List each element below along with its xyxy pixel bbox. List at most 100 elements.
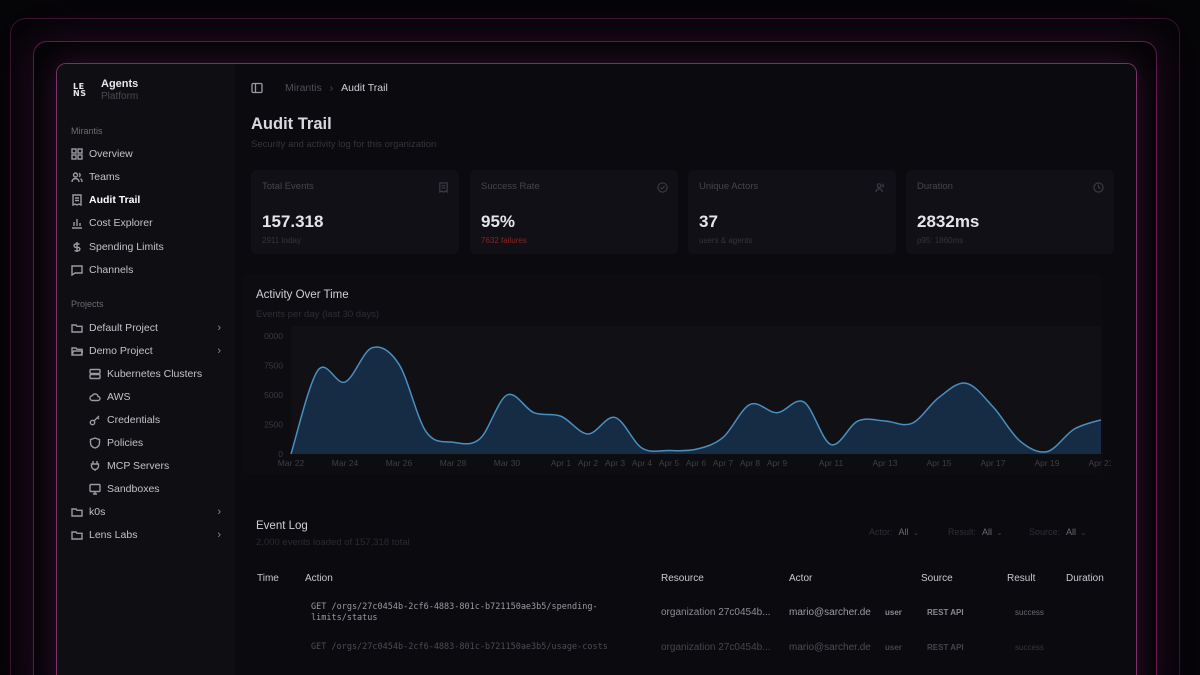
column-header-action[interactable]: Action	[305, 573, 333, 584]
column-header-source[interactable]: Source	[921, 573, 953, 584]
page-subtitle: Security and activity log for this organ…	[251, 139, 437, 150]
check-circle-icon	[657, 180, 668, 198]
sidebar-item-teams[interactable]: Teams	[71, 168, 221, 186]
column-header-time[interactable]: Time	[257, 573, 279, 584]
sidebar-item-label: Overview	[89, 148, 133, 160]
bar-chart-icon	[71, 217, 83, 229]
folder-icon	[71, 506, 83, 518]
stat-label: Unique Actors	[699, 181, 759, 192]
sidebar-item-cost-explorer[interactable]: Cost Explorer	[71, 214, 221, 232]
folder-open-icon	[71, 345, 83, 357]
main-content: Mirantis › Audit Trail Audit Trail Secur…	[235, 64, 1136, 675]
actor-filter[interactable]: Actor: All ⌄	[869, 527, 919, 537]
stat-card-duration: Duration 2832ms p95: 1860ms	[906, 170, 1114, 254]
chevron-right-icon[interactable]: ›	[217, 529, 221, 541]
grid-icon	[71, 148, 83, 160]
dollar-icon	[71, 241, 83, 253]
chevron-right-icon[interactable]: ›	[217, 506, 221, 518]
sidebar-project-k0s[interactable]: k0s ›	[71, 503, 221, 521]
filter-label: Actor:	[869, 527, 893, 537]
source-filter[interactable]: Source: All ⌄	[1029, 527, 1087, 537]
sidebar-project-lens-labs[interactable]: Lens Labs ›	[71, 526, 221, 544]
filter-label: Source:	[1029, 527, 1061, 537]
org-section-label: Mirantis	[71, 126, 103, 136]
sidebar-item-overview[interactable]: Overview	[71, 145, 221, 163]
sidebar: LE NS Agents Platform Mirantis Overview T…	[57, 64, 235, 675]
brand[interactable]: LE NS Agents Platform	[73, 78, 138, 102]
page-title: Audit Trail	[251, 115, 332, 133]
stat-card-total-events: Total Events 157.318 2911 today	[251, 170, 459, 254]
actor-type-badge: user	[885, 643, 902, 652]
sidebar-item-label: Spending Limits	[89, 241, 164, 253]
topbar: Mirantis › Audit Trail	[251, 82, 388, 94]
sidebar-item-mcp-servers[interactable]: MCP Servers	[89, 457, 221, 475]
server-icon	[89, 368, 101, 380]
sidebar-toggle-icon[interactable]	[251, 82, 263, 94]
stat-value: 2832ms	[917, 212, 980, 231]
x-tick-label: Apr 17	[980, 458, 1005, 468]
projects-section-label: Projects	[71, 299, 104, 309]
sidebar-item-kubernetes-clusters[interactable]: Kubernetes Clusters	[89, 365, 221, 383]
chevron-right-icon[interactable]: ›	[217, 345, 221, 357]
sidebar-item-label: Audit Trail	[89, 194, 141, 206]
sidebar-item-label: Kubernetes Clusters	[107, 368, 203, 380]
sidebar-item-label: Credentials	[107, 414, 161, 426]
sidebar-item-label: k0s	[89, 506, 106, 518]
row-resource[interactable]: organization 27c0454b...	[661, 642, 771, 653]
lens-logo: LE NS	[73, 82, 87, 98]
filter-label: Result:	[948, 527, 977, 537]
activity-area-chart: 0 2500 5000 7500 0000 Mar 22 Mar 24 Mar 26 Mar 2…	[264, 326, 1111, 468]
sidebar-item-aws[interactable]: AWS	[89, 388, 221, 406]
column-header-duration[interactable]: Duration	[1066, 573, 1104, 584]
column-header-result[interactable]: Result	[1007, 573, 1036, 584]
x-tick-label: Apr 8	[740, 458, 761, 468]
sidebar-item-spending-limits[interactable]: Spending Limits	[71, 238, 221, 256]
x-tick-label: Apr 15	[926, 458, 951, 468]
sidebar-item-label: Teams	[89, 171, 120, 183]
x-tick-label: Apr 19	[1034, 458, 1059, 468]
chevron-down-icon: ⌄	[1080, 527, 1087, 537]
x-tick-label: Apr 5	[659, 458, 680, 468]
sidebar-item-audit-trail[interactable]: Audit Trail	[71, 191, 221, 209]
stat-value: 37	[699, 212, 718, 231]
folder-icon	[71, 529, 83, 541]
sidebar-item-label: Default Project	[89, 322, 158, 334]
series-area	[291, 347, 1101, 454]
sidebar-item-credentials[interactable]: Credentials	[89, 411, 221, 429]
users-icon	[71, 171, 83, 183]
chart-subtitle: Events per day (last 30 days)	[256, 309, 380, 320]
sidebar-item-sandboxes[interactable]: Sandboxes	[89, 480, 221, 498]
result-filter[interactable]: Result: All ⌄	[948, 527, 1003, 537]
outer-glow-frame	[10, 18, 1180, 675]
cloud-icon	[89, 391, 101, 403]
row-resource[interactable]: organization 27c0454b...	[661, 607, 771, 618]
stat-subtext: 2911 today	[262, 236, 301, 245]
table-row[interactable]: GET /orgs/27c0454b-2cf6-4883-801c-b72115…	[235, 600, 1136, 634]
stat-value: 95%	[481, 212, 516, 231]
row-actor: mario@sarcher.de	[789, 607, 871, 618]
sidebar-item-label: Lens Labs	[89, 529, 138, 541]
x-tick-label: Apr 1	[551, 458, 572, 468]
stat-card-unique-actors: Unique Actors 37 users & agents	[688, 170, 896, 254]
y-tick-label: 0	[278, 449, 283, 459]
sidebar-item-label: AWS	[107, 391, 131, 403]
table-row[interactable]: GET /orgs/27c0454b-2cf6-4883-801c-b72115…	[235, 640, 1136, 674]
stat-label: Total Events	[262, 181, 314, 192]
message-icon	[71, 264, 83, 276]
breadcrumb-parent[interactable]: Mirantis	[285, 82, 322, 94]
sidebar-project-demo[interactable]: Demo Project ›	[71, 342, 221, 360]
x-tick-label: Mar 22	[278, 458, 305, 468]
column-header-resource[interactable]: Resource	[661, 573, 704, 584]
x-tick-label: Apr 3	[605, 458, 626, 468]
sidebar-item-channels[interactable]: Channels	[71, 261, 221, 279]
x-tick-label: Apr 7	[713, 458, 734, 468]
inner-glow-frame	[33, 41, 1157, 675]
breadcrumb-current: Audit Trail	[341, 82, 388, 94]
brand-name: Agents	[101, 78, 139, 90]
chevron-right-icon[interactable]: ›	[217, 322, 221, 334]
sidebar-item-policies[interactable]: Policies	[89, 434, 221, 452]
stat-subtext: 7632 failures	[481, 236, 527, 245]
sidebar-project-default[interactable]: Default Project ›	[71, 319, 221, 337]
app-window: LE NS Agents Platform Mirantis Overview T…	[56, 63, 1137, 675]
column-header-actor[interactable]: Actor	[789, 573, 813, 584]
